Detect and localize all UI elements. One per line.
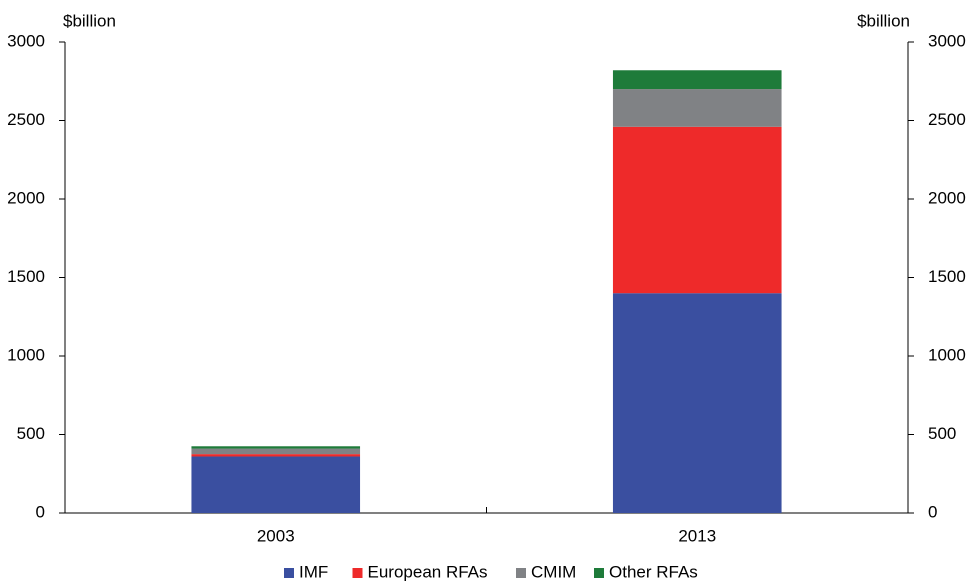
y-tick-label: 500: [17, 424, 45, 443]
legend-label: Other RFAs: [609, 562, 698, 581]
legend-swatch: [284, 568, 294, 578]
x-tick-label: 2013: [678, 526, 716, 545]
bar-segment: [612, 70, 782, 90]
y2-tick-label: 2000: [928, 188, 966, 207]
bar-segment: [612, 89, 782, 127]
legend-label: European RFAs: [368, 562, 488, 581]
y-axis-label: $billion: [63, 11, 116, 30]
legend-label: CMIM: [531, 562, 576, 581]
bar-segment: [612, 126, 782, 294]
y2-tick-label: 1500: [928, 267, 966, 286]
bar-segment: [612, 293, 782, 513]
y2-tick-label: 0: [928, 502, 937, 521]
legend-label: IMF: [299, 562, 328, 581]
bar-segment: [191, 446, 361, 449]
legend-swatch: [594, 568, 604, 578]
bar-segment: [191, 456, 361, 513]
y2-tick-label: 1000: [928, 345, 966, 364]
y-tick-label: 3000: [7, 31, 45, 50]
y-tick-label: 2500: [7, 110, 45, 129]
y2-tick-label: 2500: [928, 110, 966, 129]
y2-tick-label: 3000: [928, 31, 966, 50]
legend-swatch: [516, 568, 526, 578]
y2-tick-label: 500: [928, 424, 956, 443]
y-tick-label: 1000: [7, 345, 45, 364]
y-tick-label: 1500: [7, 267, 45, 286]
x-tick-label: 2003: [257, 526, 295, 545]
bar-segment: [191, 454, 361, 457]
y2-axis-label: $billion: [857, 11, 910, 30]
legend-swatch: [352, 568, 363, 578]
y-tick-label: 2000: [7, 188, 45, 207]
bar-segment: [191, 448, 361, 455]
y-tick-label: 0: [36, 502, 45, 521]
